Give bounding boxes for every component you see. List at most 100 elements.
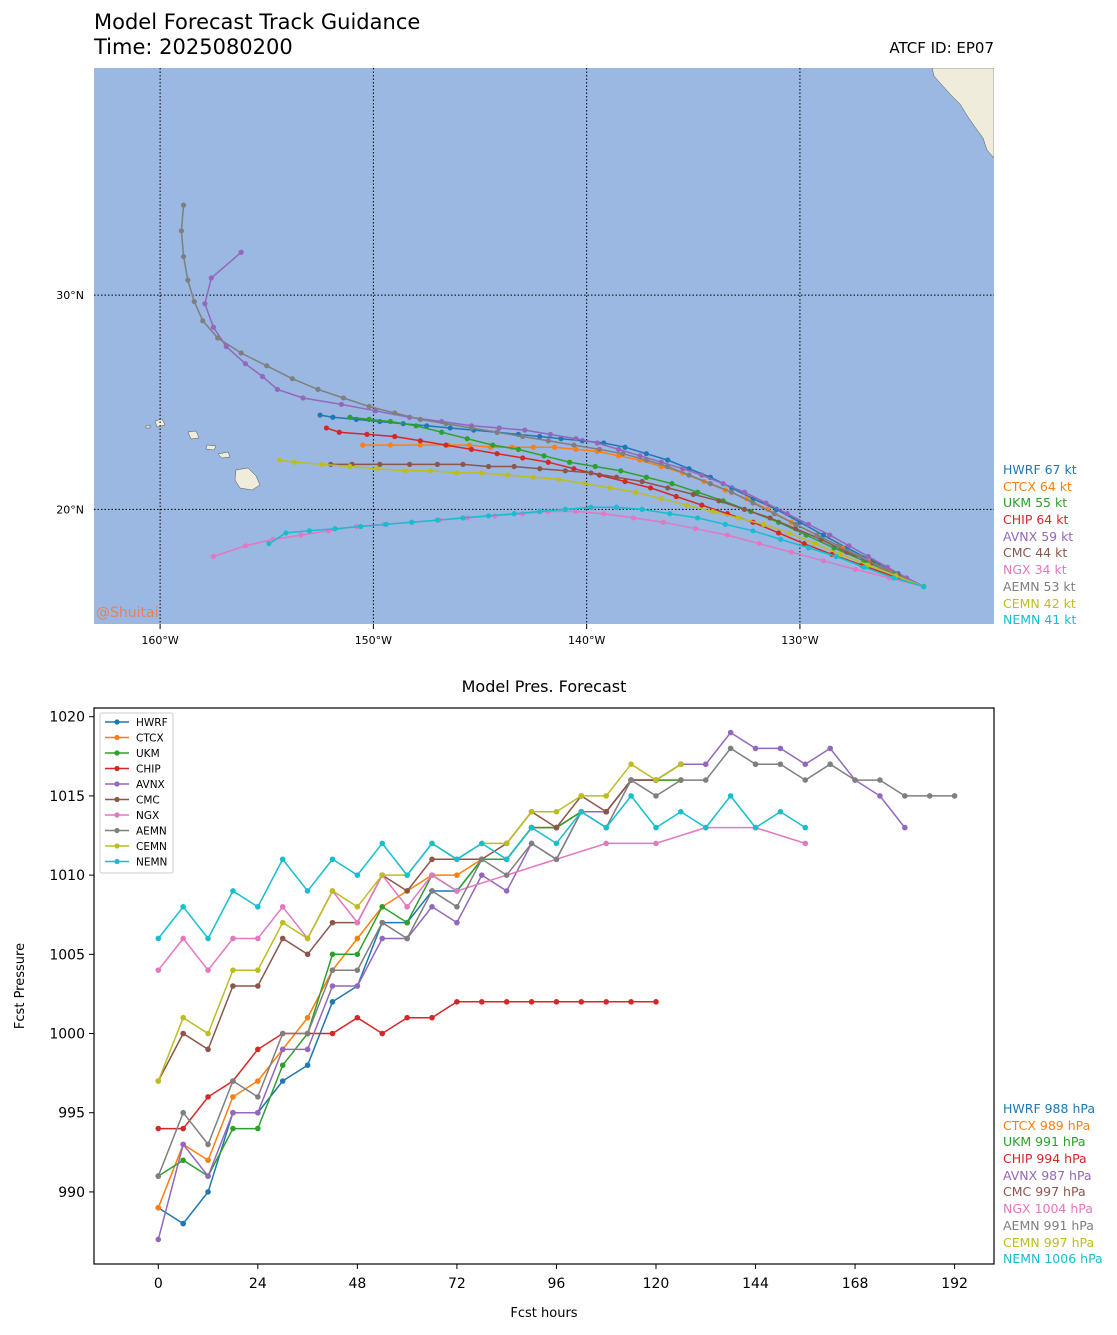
pressure-point [653,793,659,799]
track-point [468,425,475,431]
pressure-point [205,967,211,973]
track-point [242,361,249,367]
track-point [383,521,389,527]
track-point [238,249,244,255]
track-point [336,429,342,435]
track-point [741,489,748,495]
legend-label: AVNX [136,779,165,791]
pressure-point [329,983,336,989]
legend-label: CEMN [136,841,167,853]
track-point [338,401,344,407]
x-tick-label: 24 [249,1276,267,1292]
pressure-point [877,777,883,783]
track-point [643,474,649,480]
pressure-point [653,840,659,847]
pressure-point [478,999,485,1005]
legend-marker [114,827,120,834]
pressure-point [304,935,311,942]
pressure-point [205,1141,211,1148]
pressure-point [230,967,236,973]
pressure-point [155,1173,162,1179]
track-point [571,442,577,448]
track-point [180,202,187,208]
track-point [616,446,622,452]
legend-item-chip: CHIP 994 hPa [1003,1151,1087,1167]
legend-item-ngx: NGX 34 kt [1003,562,1067,578]
track-point [330,414,336,420]
big-island [234,467,261,491]
track-point [581,481,588,487]
track-point [692,526,699,532]
track-point [185,277,191,283]
track-point [556,476,562,482]
y-tick-label: 1010 [49,868,85,884]
legend-marker [114,765,120,772]
pressure-point [603,999,610,1005]
track-point [722,521,728,527]
track-point [639,506,645,512]
pressure-point [379,903,386,910]
pressure-point [155,967,162,973]
track-point [660,519,667,525]
pressure-point [205,1157,211,1164]
track-point [761,521,767,527]
pressure-point [951,793,958,799]
pressure-point [902,824,908,831]
legend-marker [114,781,120,787]
track-point [215,335,221,341]
track-point [607,485,613,491]
pressure-point [230,983,236,989]
track-point [878,564,884,570]
pressure-point [404,903,410,910]
track-point [541,453,547,459]
x-tick-label: 48 [348,1276,366,1292]
pressure-point [279,1046,286,1053]
pressure-point [777,808,784,815]
pressure-point [329,967,336,973]
track-point [485,463,492,470]
pressure-point [354,967,361,973]
track-point [750,500,756,506]
legend-item-ukm: UKM 991 hPa [1003,1134,1086,1150]
pressure-point [255,967,261,973]
pressure-point [503,840,510,847]
track-point [466,442,472,448]
track-point [537,466,543,472]
pressure-point [230,1094,236,1100]
pressure-point [478,856,485,863]
pressure-point [230,1078,236,1084]
track-point [468,446,475,452]
legend-item-cmc: CMC 997 hPa [1003,1184,1086,1200]
pressure-point [702,761,709,768]
track-point [648,485,654,491]
pressure-point [329,856,336,863]
pressure-point [429,872,435,878]
y-tick-label: 1020 [49,710,85,726]
pressure-point [553,856,560,863]
legend-label: NEMN [136,857,167,869]
track-point [264,363,270,369]
pressure-point [230,935,236,942]
legend-label: NGX [136,810,159,822]
legend-item-hwrf: HWRF 67 kt [1003,462,1077,477]
track-point [618,468,624,474]
pressure-line-ngx [157,826,806,972]
legend-item-ukm: UKM 55 kt [1003,495,1068,511]
track-point [447,425,453,431]
track-point [694,515,701,521]
pressure-point [255,1094,261,1100]
track-point [763,500,769,506]
molokai [205,444,217,451]
track-point [694,489,701,495]
pressure-point [180,1220,186,1227]
legend-marker [114,734,120,741]
track-point [511,463,517,470]
pressure-point [255,1125,261,1132]
track-point [784,511,790,517]
pressure-point [802,761,809,768]
pressure-point [802,824,809,831]
pressure-point [503,999,510,1005]
track-point [750,528,756,534]
track-point [319,461,325,467]
x-tick-label: 120 [643,1276,670,1292]
